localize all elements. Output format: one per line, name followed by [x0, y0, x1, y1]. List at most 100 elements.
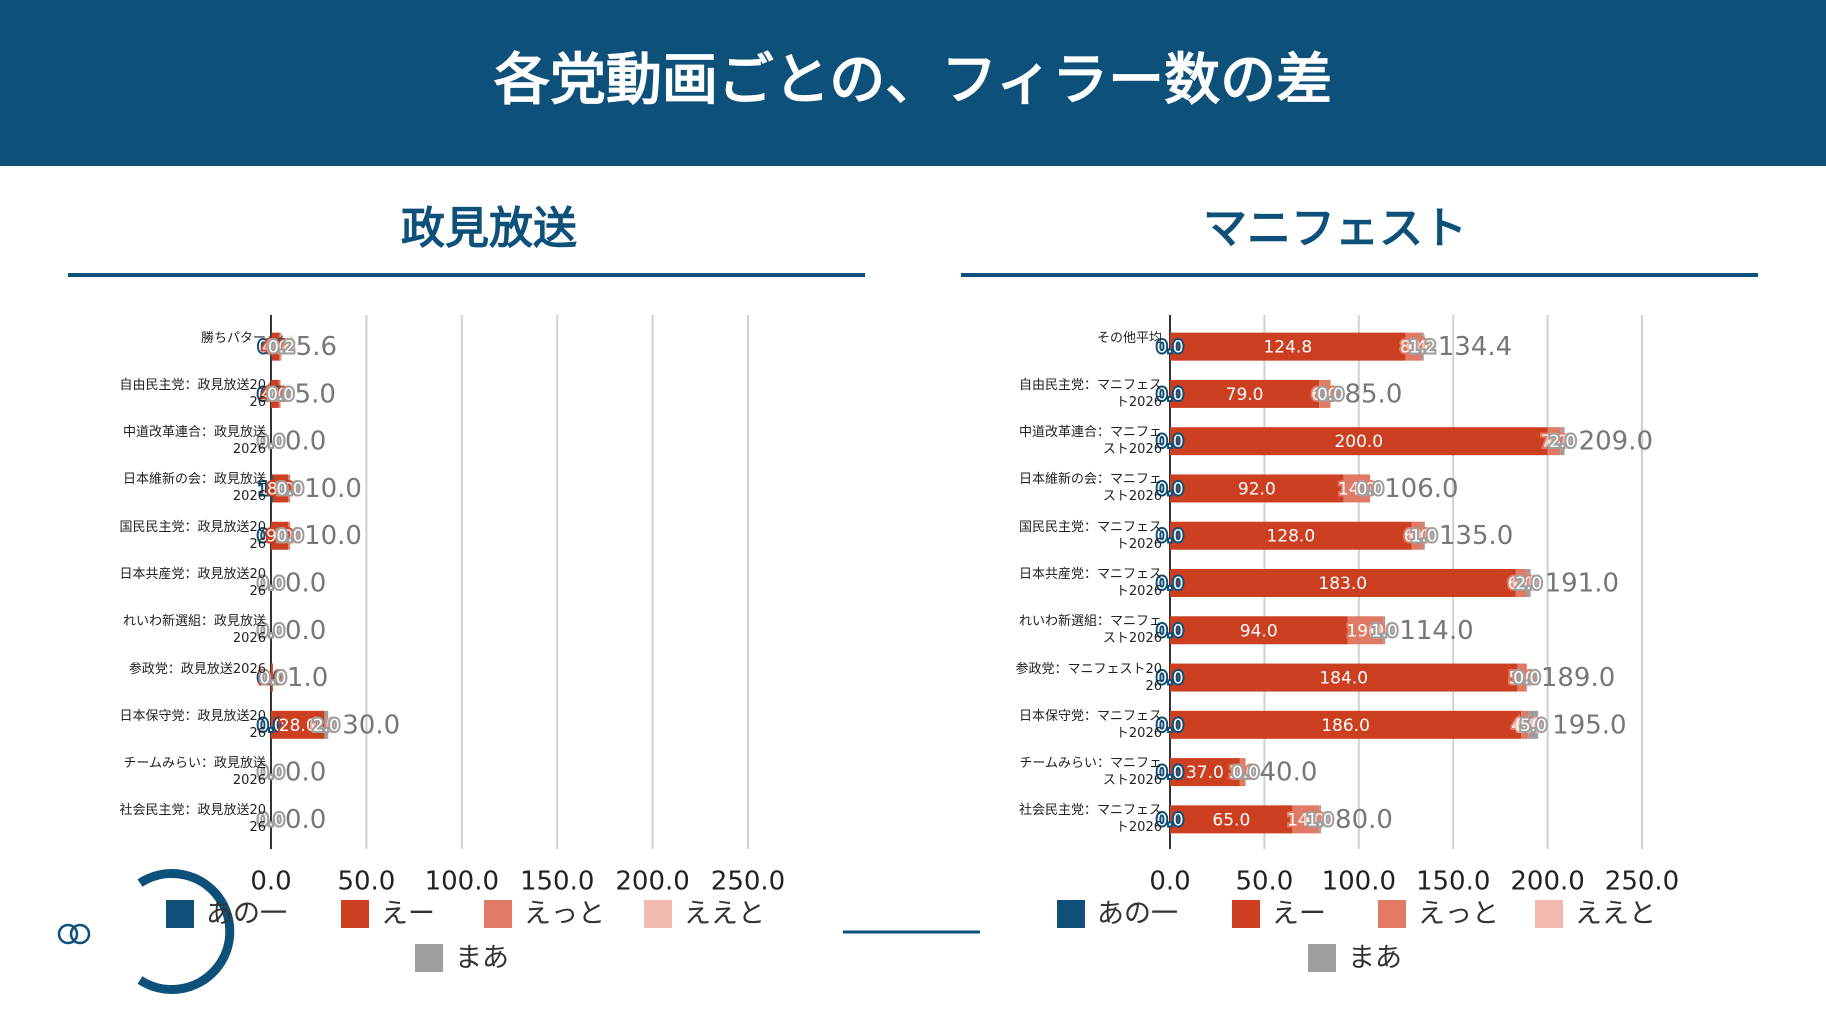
legend-swatch — [1535, 900, 1563, 928]
data-label: 183.0 — [1318, 574, 1367, 594]
data-label: 2.0 — [313, 716, 340, 736]
bar-segment — [1560, 427, 1565, 456]
data-label: 0.0 — [257, 621, 284, 641]
data-label: 0.0 — [257, 669, 284, 689]
data-label: 0.0 — [257, 810, 284, 830]
bar-segment — [280, 332, 282, 361]
data-label: 0.0 — [257, 716, 284, 736]
bar-segment — [1170, 521, 1412, 550]
x-tick-label: 250.0 — [1605, 867, 1679, 897]
data-label: 0.0 — [257, 385, 284, 405]
data-label: 8.4 — [1400, 338, 1427, 358]
y-tick-label: 社会民主党：政見放送2026 — [119, 803, 266, 836]
data-label: 0.0 — [257, 574, 284, 594]
x-tick-label: 250.0 — [711, 867, 785, 897]
data-label: 1.2 — [1409, 338, 1436, 358]
data-label: 4.0 — [261, 385, 288, 405]
data-label: 1.0 — [258, 669, 285, 689]
data-label: 1.0 — [1307, 810, 1334, 830]
data-label: 0.0 — [257, 432, 284, 452]
legend-swatch — [644, 900, 672, 928]
data-label: 6.0 — [1508, 574, 1535, 594]
data-label: 0.4 — [258, 338, 285, 358]
bar-segment — [1547, 427, 1561, 456]
logo — [57, 869, 235, 994]
bar-segment — [1517, 663, 1527, 692]
data-label: 0.0 — [1515, 716, 1542, 736]
data-label: 8.0 — [267, 479, 294, 499]
legend-label: ええと — [684, 899, 765, 930]
y-tick-label: 日本保守党：政見放送2026 — [119, 708, 266, 741]
x-tick-label: 200.0 — [1510, 867, 1584, 897]
data-label: 1.0 — [276, 527, 303, 547]
data-label: 0.0 — [277, 479, 304, 499]
data-label: 0.0 — [1156, 338, 1183, 358]
y-tick-label: 国民民主党：マニフェスト2026 — [1018, 519, 1162, 552]
data-label: 128.0 — [1266, 527, 1315, 547]
x-tick-label: 200.0 — [615, 867, 689, 897]
y-tick-label: 中道改革連合：政見放送2026 — [122, 425, 266, 458]
bar-segment — [271, 332, 272, 361]
data-label: 0.0 — [1156, 479, 1183, 499]
bar-segment — [271, 710, 325, 739]
bar-segment — [1515, 569, 1527, 597]
data-label: 5.0 — [1509, 669, 1536, 689]
data-label: 0.0 — [1156, 527, 1183, 547]
data-label: 0.0 — [1306, 810, 1333, 830]
bar-segment — [279, 332, 281, 361]
total-label: 189.0 — [1541, 663, 1615, 693]
data-label: 0.0 — [1156, 810, 1183, 830]
y-tick-label: 日本維新の会：マニフェスト2026 — [1018, 472, 1162, 505]
bar-segment — [1526, 569, 1531, 597]
bar-segment — [288, 474, 291, 503]
x-tick-label: 50.0 — [337, 867, 395, 897]
data-label: 0.0 — [1156, 716, 1183, 736]
data-label: 0.0 — [257, 763, 284, 783]
total-label: 106.0 — [1384, 474, 1458, 504]
bar-segment — [271, 379, 279, 408]
data-label: 2.0 — [1515, 574, 1542, 594]
data-label: 0.0 — [1409, 527, 1436, 547]
data-label: 1.0 — [258, 479, 285, 499]
legend-label: ええと — [1575, 899, 1656, 930]
bar-segment — [1170, 805, 1293, 834]
bar-segment — [278, 379, 281, 408]
y-tick-label: 日本共産党：政見放送2026 — [119, 567, 266, 599]
data-label: 0.0 — [1156, 763, 1183, 783]
legend-label: あの一 — [206, 899, 287, 930]
data-label: 0.0 — [257, 574, 284, 594]
data-label: 0.0 — [257, 527, 284, 547]
data-label: 200.0 — [1334, 432, 1383, 452]
total-label: 0.0 — [285, 427, 326, 457]
total-label: 191.0 — [1545, 569, 1619, 599]
x-tick-label: 100.0 — [425, 867, 499, 897]
chart-title: マニフェスト — [1203, 203, 1467, 254]
data-label: 4.0 — [262, 338, 289, 358]
bar-segment — [271, 332, 280, 361]
total-label: 135.0 — [1439, 521, 1513, 551]
data-label: 0.0 — [257, 574, 284, 594]
data-label: 0.0 — [1156, 669, 1183, 689]
data-label: 0.0 — [257, 763, 284, 783]
data-label: 0.0 — [257, 432, 284, 452]
total-label: 40.0 — [1260, 758, 1318, 788]
data-label: 0.0 — [257, 621, 284, 641]
total-label: 0.0 — [285, 569, 326, 599]
data-label: 0.0 — [1408, 338, 1435, 358]
data-label: 14.0 — [1287, 810, 1325, 830]
total-label: 0.0 — [285, 758, 326, 788]
y-tick-label: 日本共産党：マニフェスト2026 — [1018, 567, 1162, 599]
total-label: 5.0 — [295, 379, 336, 409]
bar-segment — [1347, 616, 1384, 645]
bar-segment — [1411, 521, 1423, 550]
data-label: 79.0 — [1226, 385, 1264, 405]
data-label: 0.6 — [266, 338, 293, 358]
legend-swatch — [166, 900, 194, 928]
data-label: 0.0 — [257, 810, 284, 830]
legend-label: えー — [381, 899, 435, 930]
bar-segment — [271, 663, 273, 692]
data-label: 4.0 — [1511, 716, 1538, 736]
legend-label: えっと — [524, 899, 605, 930]
bar-segment — [1170, 427, 1548, 456]
